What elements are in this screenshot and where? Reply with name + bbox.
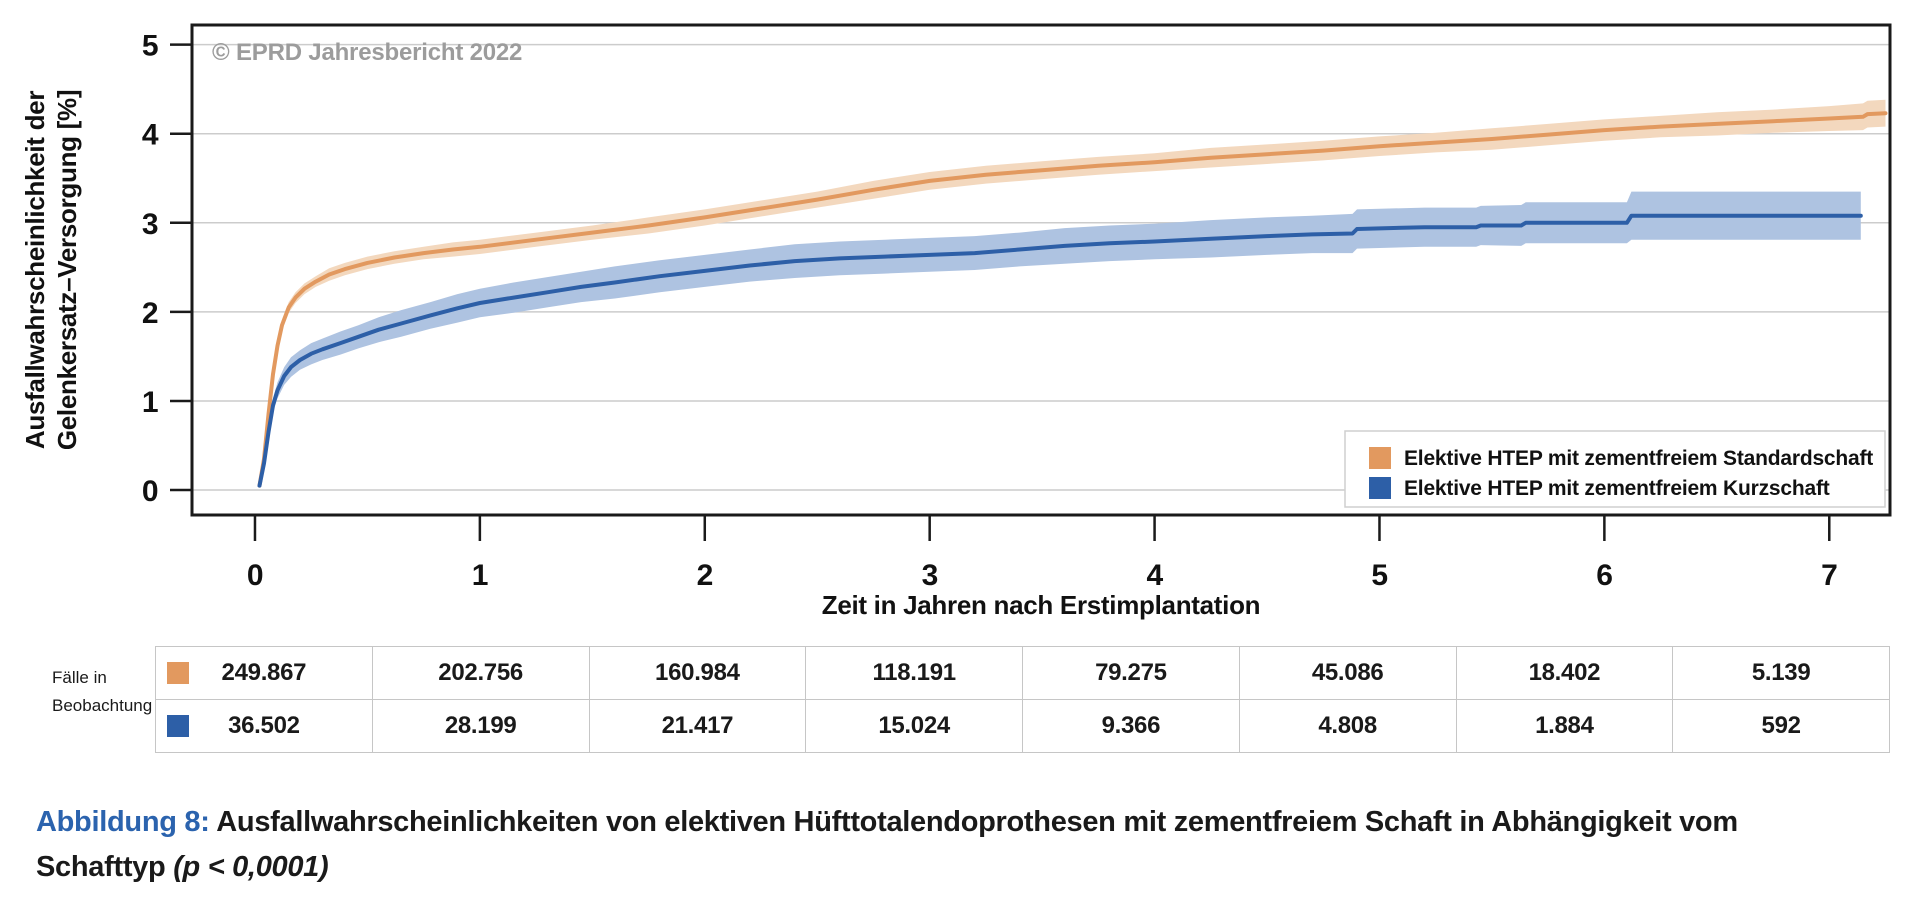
y-tick-label-1: 1 [142, 386, 158, 419]
gridlines [192, 43, 1890, 491]
figure-caption: Abbildung 8: Ausfallwahrscheinlichkeiten… [36, 800, 1896, 890]
risk-table-row-kurzschaft: 36.502 28.199 21.417 15.024 9.366 4.808 1.884 5… [155, 699, 1890, 753]
x-tick-label-5: 5 [1371, 559, 1387, 592]
risk-count-cell: 18.402 [1455, 646, 1674, 700]
x-tick-label-0: 0 [247, 559, 263, 592]
y-tick-label-5: 5 [142, 30, 158, 63]
risk-count-cell: 1.884 [1455, 699, 1674, 753]
curve-standardschaft [257, 111, 1888, 488]
y-axis-title: Ausfallwahrscheinlichkeit der Gelenkersa… [20, 90, 82, 450]
figure-caption-text-line2: Schafttyp [36, 851, 174, 883]
figure-caption-label: Abbildung 8: [36, 806, 210, 838]
legend-label-kurzschaft: Elektive HTEP mit zementfreiem Kurzschaf… [1404, 477, 1830, 500]
legend-swatch-standardschaft [1369, 447, 1391, 469]
risk-count-cell: 9.366 [1022, 699, 1240, 753]
x-tick-label-1: 1 [472, 559, 488, 592]
legend-label-standardschaft: Elektive HTEP mit zementfreiem Standards… [1404, 447, 1873, 470]
y-axis-ticks: 0 1 2 3 4 5 [142, 30, 192, 508]
risk-count-cell: 79.275 [1022, 646, 1240, 700]
curve-kurzschaft [257, 213, 1863, 488]
table-swatch-standardschaft [167, 662, 189, 684]
risk-table-row-standardschaft: 249.867 202.756 160.984 118.191 79.275 45.086… [155, 646, 1890, 700]
y-tick-label-3: 3 [142, 208, 158, 241]
x-axis-ticks: 0 1 2 3 4 5 6 7 [247, 515, 1838, 592]
x-tick-label-7: 7 [1821, 559, 1837, 592]
copyright-note: © EPRD Jahresbericht 2022 [212, 39, 522, 66]
risk-count-cell: 45.086 [1238, 646, 1457, 700]
plot-border [190, 23, 1892, 517]
risk-count-cell: 202.756 [371, 646, 590, 700]
table-swatch-kurzschaft [167, 715, 189, 737]
legend: Elektive HTEP mit zementfreiem Standards… [1344, 430, 1886, 508]
km-failure-chart: 0 1 2 3 4 5 0 1 2 3 4 5 6 7 © EPRD Jahresbericht 202… [20, 23, 1892, 620]
y-axis-title-line2: Gelenkersatz–Versorgung [%] [52, 90, 82, 450]
confidence-band-kurzschaft [259, 191, 1861, 489]
y-axis-title-line1: Ausfallwahrscheinlichkeit der [20, 91, 50, 449]
x-tick-label-4: 4 [1146, 559, 1163, 592]
risk-count-cell: 28.199 [371, 699, 590, 753]
risk-count-cell: 160.984 [588, 646, 807, 700]
risk-count-cell: 249.867 [155, 646, 373, 700]
risk-table-row-header-line1: Fälle in [52, 668, 107, 687]
legend-box [1344, 430, 1886, 508]
risk-table-row-header-line2: Beobachtung [52, 696, 153, 715]
risk-count-cell: 21.417 [588, 699, 807, 753]
risk-table-row-header: Fälle in Beobachtung [52, 664, 152, 720]
figure-caption-pvalue: (p < 0,0001) [173, 851, 329, 883]
risk-count-cell: 15.024 [805, 699, 1023, 753]
legend-swatch-kurzschaft [1369, 477, 1391, 499]
series-curves [257, 99, 1888, 489]
risk-table-section: Fälle in Beobachtung 249.867 202.756 160.9… [0, 646, 1920, 753]
risk-count-cell: 5.139 [1672, 646, 1890, 700]
x-axis-title: Zeit in Jahren nach Erstimplantation [822, 590, 1261, 620]
risk-table: 249.867 202.756 160.984 118.191 79.275 45.086… [155, 646, 1890, 753]
x-tick-label-2: 2 [697, 559, 713, 592]
y-tick-label-2: 2 [142, 297, 158, 330]
x-tick-label-3: 3 [922, 559, 938, 592]
risk-count-cell: 592 [1672, 699, 1890, 753]
risk-count-cell: 36.502 [155, 699, 373, 753]
risk-count-cell: 118.191 [805, 646, 1023, 700]
figure-caption-text-line1: Ausfallwahrscheinlichkeiten von elektive… [216, 806, 1738, 838]
y-tick-label-4: 4 [142, 119, 159, 152]
y-tick-label-0: 0 [142, 475, 158, 508]
risk-count-cell: 4.808 [1238, 699, 1457, 753]
x-tick-label-6: 6 [1596, 559, 1612, 592]
